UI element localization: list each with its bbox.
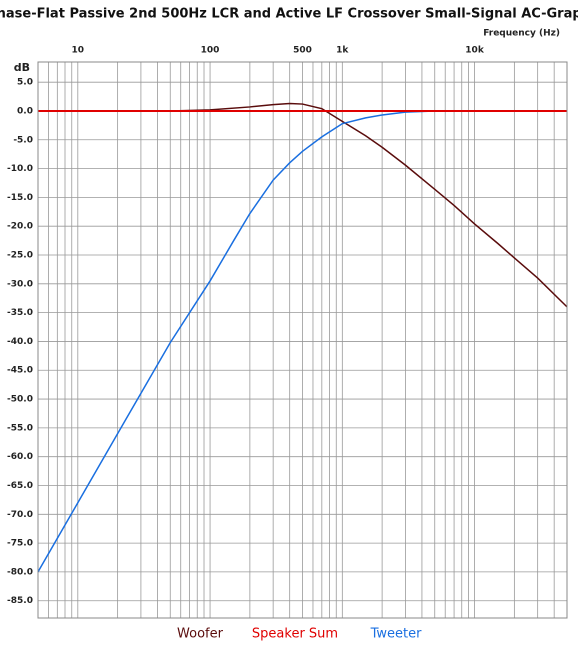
y-tick-label: -35.0 (7, 308, 33, 318)
y-tick-label: -50.0 (7, 395, 33, 405)
grid (37, 62, 567, 618)
y-tick-label: -20.0 (7, 222, 33, 232)
y-tick-label: -60.0 (7, 452, 33, 462)
y-tick-label: -55.0 (7, 423, 33, 433)
plot-frame (37, 61, 568, 619)
y-tick-label: -65.0 (7, 481, 33, 491)
legend-entry: Speaker Sum (252, 627, 338, 642)
plot-lines (37, 102, 568, 573)
y-tick-label: -10.0 (7, 164, 33, 174)
y-tick-label: 5.0 (17, 78, 33, 88)
y-axis-label: dB (14, 61, 30, 74)
series-line (140, 102, 568, 308)
y-tick-label: -5.0 (13, 135, 33, 145)
y-tick-label: -70.0 (7, 510, 33, 520)
x-tick-label: 10 (72, 46, 85, 56)
y-tick-label: 0.0 (17, 106, 33, 116)
x-axis-label: Frequency (Hz) (483, 29, 560, 39)
y-tick-label: -85.0 (7, 596, 33, 606)
y-tick-label: -30.0 (7, 279, 33, 289)
y-tick-label: -25.0 (7, 251, 33, 261)
y-tick-label: -15.0 (7, 193, 33, 203)
legend-entry: Tweeter (370, 627, 423, 642)
y-tick-label: -45.0 (7, 366, 33, 376)
y-tick-label: -80.0 (7, 567, 33, 577)
series-line (37, 110, 462, 573)
y-tick-label: -40.0 (7, 337, 33, 347)
x-tick-label: 500 (293, 46, 312, 56)
x-tick-label: 1k (336, 46, 349, 56)
y-tick-label: -75.0 (7, 539, 33, 549)
legend-entry: Woofer (177, 627, 224, 642)
chart-title: Phase-Flat Passive 2nd 500Hz LCR and Act… (0, 7, 578, 22)
x-tick-label: 100 (201, 46, 220, 56)
x-tick-label: 10k (465, 46, 485, 56)
legend: Woofer Speaker Sum Tweeter (177, 627, 422, 642)
